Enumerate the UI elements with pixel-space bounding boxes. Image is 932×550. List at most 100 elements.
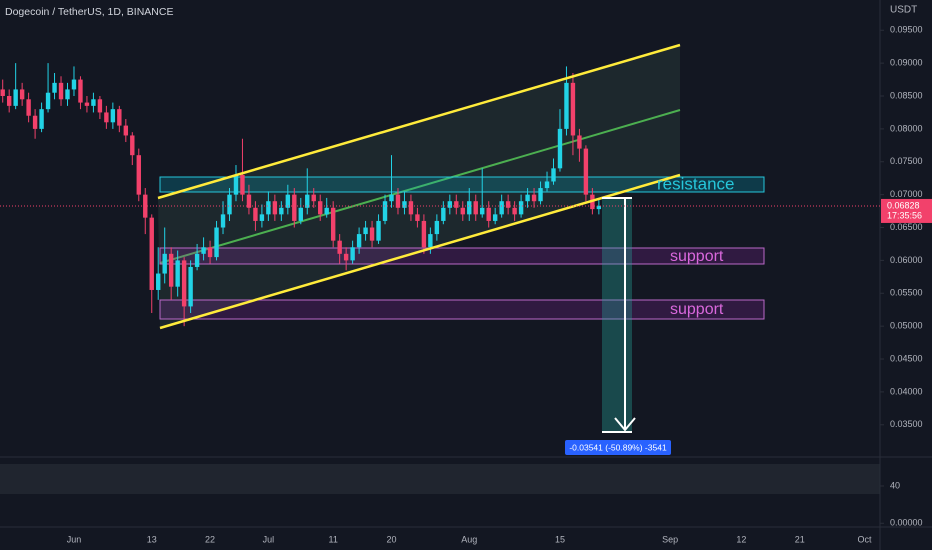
- candle-body: [97, 99, 103, 113]
- candle-body: [207, 247, 213, 258]
- x-tick-label: Jul: [263, 534, 275, 544]
- candles: [0, 63, 602, 327]
- candle-body: [570, 82, 576, 136]
- candle-body: [52, 82, 57, 93]
- candle-body: [175, 260, 180, 287]
- candle-body: [518, 201, 524, 215]
- candle-body: [227, 194, 232, 215]
- y-tick-label: 0.06000: [890, 255, 923, 265]
- measure-area: [602, 198, 632, 432]
- candle-body: [6, 96, 12, 106]
- y-tick-label: 0.08000: [890, 123, 923, 133]
- candle-body: [233, 174, 239, 195]
- candle-body: [428, 234, 433, 248]
- candle-body: [214, 227, 219, 258]
- support-zone: [159, 247, 765, 265]
- x-tick-label: 20: [386, 534, 396, 544]
- candle-body: [421, 220, 427, 248]
- candle-body: [305, 194, 310, 208]
- measure-arrowhead: [614, 417, 636, 432]
- y-tick-label: 0.09500: [890, 25, 923, 35]
- candle-body: [389, 194, 394, 202]
- candle-body: [65, 89, 70, 100]
- resistance-zone: [159, 176, 765, 193]
- support-zone: [159, 299, 765, 320]
- x-tick-label: Aug: [461, 534, 477, 544]
- candle-body: [0, 89, 5, 97]
- candle-body: [512, 207, 517, 215]
- candle-body: [538, 188, 543, 202]
- last-price-label: 0.06828: [887, 200, 920, 210]
- candle-body: [499, 201, 504, 215]
- candle-body: [13, 89, 18, 106]
- candle-body: [188, 266, 193, 307]
- candle-body: [162, 253, 167, 274]
- candle-body: [259, 214, 265, 221]
- candle-body: [441, 207, 446, 221]
- candle-body: [71, 79, 77, 90]
- candle-body: [181, 260, 187, 307]
- channel-mid: [159, 109, 681, 264]
- candle-body: [369, 227, 375, 241]
- y-tick-label: 0.08500: [890, 90, 923, 100]
- x-tick-label: Jun: [67, 534, 82, 544]
- candle-body: [408, 201, 414, 215]
- candle-body: [136, 155, 141, 195]
- x-tick-label: 12: [736, 534, 746, 544]
- candle-body: [311, 194, 316, 202]
- x-tick-label: 22: [205, 534, 215, 544]
- x-tick-label: 15: [555, 534, 565, 544]
- resistance-label: resistance: [657, 174, 734, 193]
- candle-body: [246, 194, 252, 208]
- y-tick-label: 0.05500: [890, 288, 923, 298]
- candle-body: [19, 89, 25, 100]
- indicator-band: [0, 464, 880, 494]
- candle-body: [110, 109, 116, 123]
- candle-body: [480, 207, 485, 215]
- x-tick-label: 21: [795, 534, 805, 544]
- candle-body: [564, 82, 569, 129]
- candle-body: [194, 253, 200, 267]
- candle-body: [26, 99, 31, 116]
- candle-body: [324, 207, 329, 215]
- candle-body: [279, 207, 284, 215]
- candle-body: [45, 92, 51, 110]
- support-label: support: [670, 248, 724, 265]
- candle-body: [492, 214, 498, 221]
- candle-body: [149, 217, 154, 290]
- candle-body: [253, 207, 258, 221]
- candle-body: [201, 247, 206, 254]
- countdown-label: 17:35:56: [887, 210, 922, 220]
- candle-body: [473, 201, 478, 215]
- x-tick-label: Oct: [858, 534, 873, 544]
- y-tick-label: 0.07500: [890, 156, 923, 166]
- candle-body: [363, 227, 368, 235]
- y-tick-label: 0.05000: [890, 321, 923, 331]
- candle-body: [460, 207, 465, 215]
- candle-body: [434, 220, 440, 235]
- candle-body: [220, 214, 226, 228]
- x-tick-label: Sep: [662, 534, 678, 544]
- candle-body: [505, 201, 511, 208]
- candle-body: [117, 109, 122, 126]
- support-label: support: [670, 301, 724, 318]
- candle-body: [486, 207, 491, 221]
- y-tick-label: 0.00000: [890, 518, 923, 528]
- last-price-box: [881, 198, 932, 223]
- candle-body: [454, 201, 459, 208]
- y-tick-label: 0.04000: [890, 386, 923, 396]
- candle-body: [583, 148, 589, 195]
- candle-body: [330, 207, 336, 241]
- channel-lower: [159, 173, 681, 330]
- candle-body: [298, 207, 303, 221]
- candle-body: [395, 194, 401, 208]
- candle-body: [531, 194, 537, 202]
- candle-body: [525, 194, 530, 202]
- candle-body: [143, 194, 148, 218]
- candle-body: [350, 247, 355, 261]
- currency-label: USDT: [890, 5, 917, 16]
- candle-body: [544, 181, 550, 189]
- y-tick-label: 0.07000: [890, 189, 923, 199]
- candle-body: [78, 79, 83, 103]
